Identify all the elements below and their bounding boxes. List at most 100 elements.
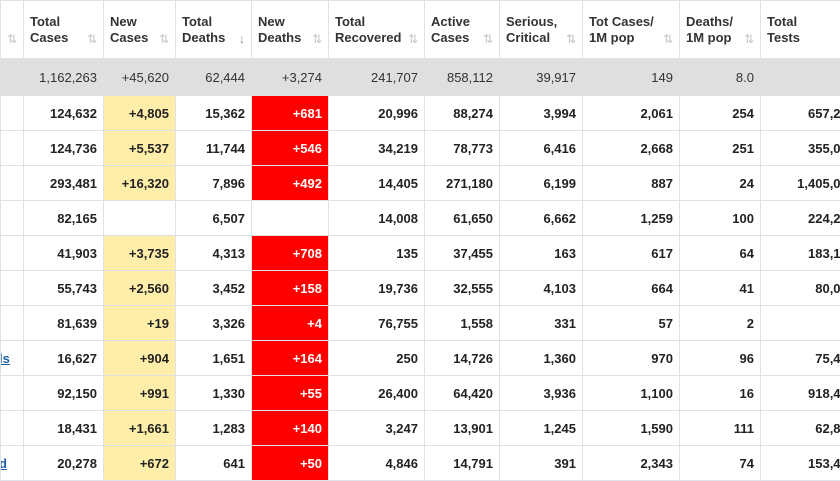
header-label-line2: 1M pop [686,30,732,45]
total-deaths-cell: 6,507 [176,201,252,236]
total-recovered-cell: 26,400 [329,376,425,411]
active-cases-cell: 13,901 [425,411,500,446]
column-header-deaths-per-1m[interactable]: Deaths/1M pop⇅ [680,1,761,59]
deaths-per-1m-cell: 64 [680,236,761,271]
new-deaths-cell: +546 [252,131,329,166]
sort-icon[interactable]: ⇅ [566,31,576,47]
header-label-line2: 1M pop [589,30,635,45]
total-recovered-cell: 19,736 [329,271,425,306]
cases-per-1m-cell: 1,259 [583,201,680,236]
new-deaths-cell: +708 [252,236,329,271]
country-link[interactable]: ls [1,351,23,366]
active-cases-cell: 858,112 [425,59,500,96]
deaths-per-1m-cell: 254 [680,96,761,131]
total-recovered-cell: 20,996 [329,96,425,131]
total-tests-cell [761,59,840,96]
total-tests-cell: 153,440 [761,446,840,481]
header-label-line1: Total [182,14,212,29]
total-deaths-cell: 3,452 [176,271,252,306]
total-cases-cell: 55,743 [24,271,104,306]
total-tests-cell: 355,000 [761,131,840,166]
cases-per-1m-cell: 887 [583,166,680,201]
sort-icon[interactable]: ⇅ [483,31,493,47]
cases-per-1m-cell: 149 [583,59,680,96]
sort-icon[interactable]: ⇅ [159,31,169,47]
header-label-line2: Cases [110,30,148,45]
header-label-line1: Tot Cases/ [589,14,654,29]
serious-cell: 6,416 [500,131,583,166]
serious-cell: 39,917 [500,59,583,96]
new-deaths-cell: +681 [252,96,329,131]
total-cases-cell: 41,903 [24,236,104,271]
serious-cell: 163 [500,236,583,271]
total-tests-cell: 1,405,020 [761,166,840,201]
sort-icon[interactable]: ⇅ [87,31,97,47]
active-cases-cell: 32,555 [425,271,500,306]
sort-icon[interactable]: ⇅ [312,31,322,47]
total-deaths-cell: 1,651 [176,341,252,376]
deaths-per-1m-cell: 16 [680,376,761,411]
country-cell: d [1,446,24,481]
active-cases-cell: 78,773 [425,131,500,166]
sort-icon[interactable]: ⇅ [744,31,754,47]
new-cases-cell: +672 [104,446,176,481]
country-cell [1,96,24,131]
total-cases-cell: 18,431 [24,411,104,446]
total-tests-cell: 183,190 [761,236,840,271]
total-cases-cell: 92,150 [24,376,104,411]
column-header-country[interactable]: ⇅ [1,1,24,59]
new-cases-cell: +4,805 [104,96,176,131]
country-cell [1,59,24,96]
deaths-per-1m-cell: 96 [680,341,761,376]
cases-per-1m-cell: 617 [583,236,680,271]
column-header-serious-critical[interactable]: Serious,Critical⇅ [500,1,583,59]
active-cases-cell: 14,791 [425,446,500,481]
sort-icon[interactable]: ⇅ [7,31,17,47]
new-cases-cell: +45,620 [104,59,176,96]
new-cases-cell: +1,661 [104,411,176,446]
column-header-cases-per-1m[interactable]: Tot Cases/1M pop ⇅ [583,1,680,59]
header-label-line2: Tests [767,30,800,45]
new-cases-cell: +5,537 [104,131,176,166]
table-row: d20,278+672641+504,84614,7913912,3437415… [1,446,840,481]
active-cases-cell: 88,274 [425,96,500,131]
new-cases-cell: +3,735 [104,236,176,271]
total-deaths-cell: 4,313 [176,236,252,271]
serious-cell: 3,936 [500,376,583,411]
deaths-per-1m-cell: 41 [680,271,761,306]
total-deaths-cell: 7,896 [176,166,252,201]
sort-icon[interactable]: ⇅ [663,31,673,47]
total-recovered-cell: 34,219 [329,131,425,166]
country-link[interactable]: d [1,456,23,471]
total-recovered-cell: 14,405 [329,166,425,201]
sort-descending-icon[interactable]: ↓ [239,31,245,47]
total-deaths-cell: 641 [176,446,252,481]
serious-cell: 391 [500,446,583,481]
header-label-line1: Total [767,14,797,29]
total-cases-cell: 16,627 [24,341,104,376]
header-label-line2: Deaths [182,30,225,45]
total-cases-cell: 1,162,263 [24,59,104,96]
new-deaths-cell: +3,274 [252,59,329,96]
country-cell [1,271,24,306]
active-cases-cell: 14,726 [425,341,500,376]
cases-per-1m-cell: 57 [583,306,680,341]
active-cases-cell: 1,558 [425,306,500,341]
total-tests-cell [761,306,840,341]
sort-icon[interactable]: ⇅ [408,31,418,47]
country-cell [1,166,24,201]
